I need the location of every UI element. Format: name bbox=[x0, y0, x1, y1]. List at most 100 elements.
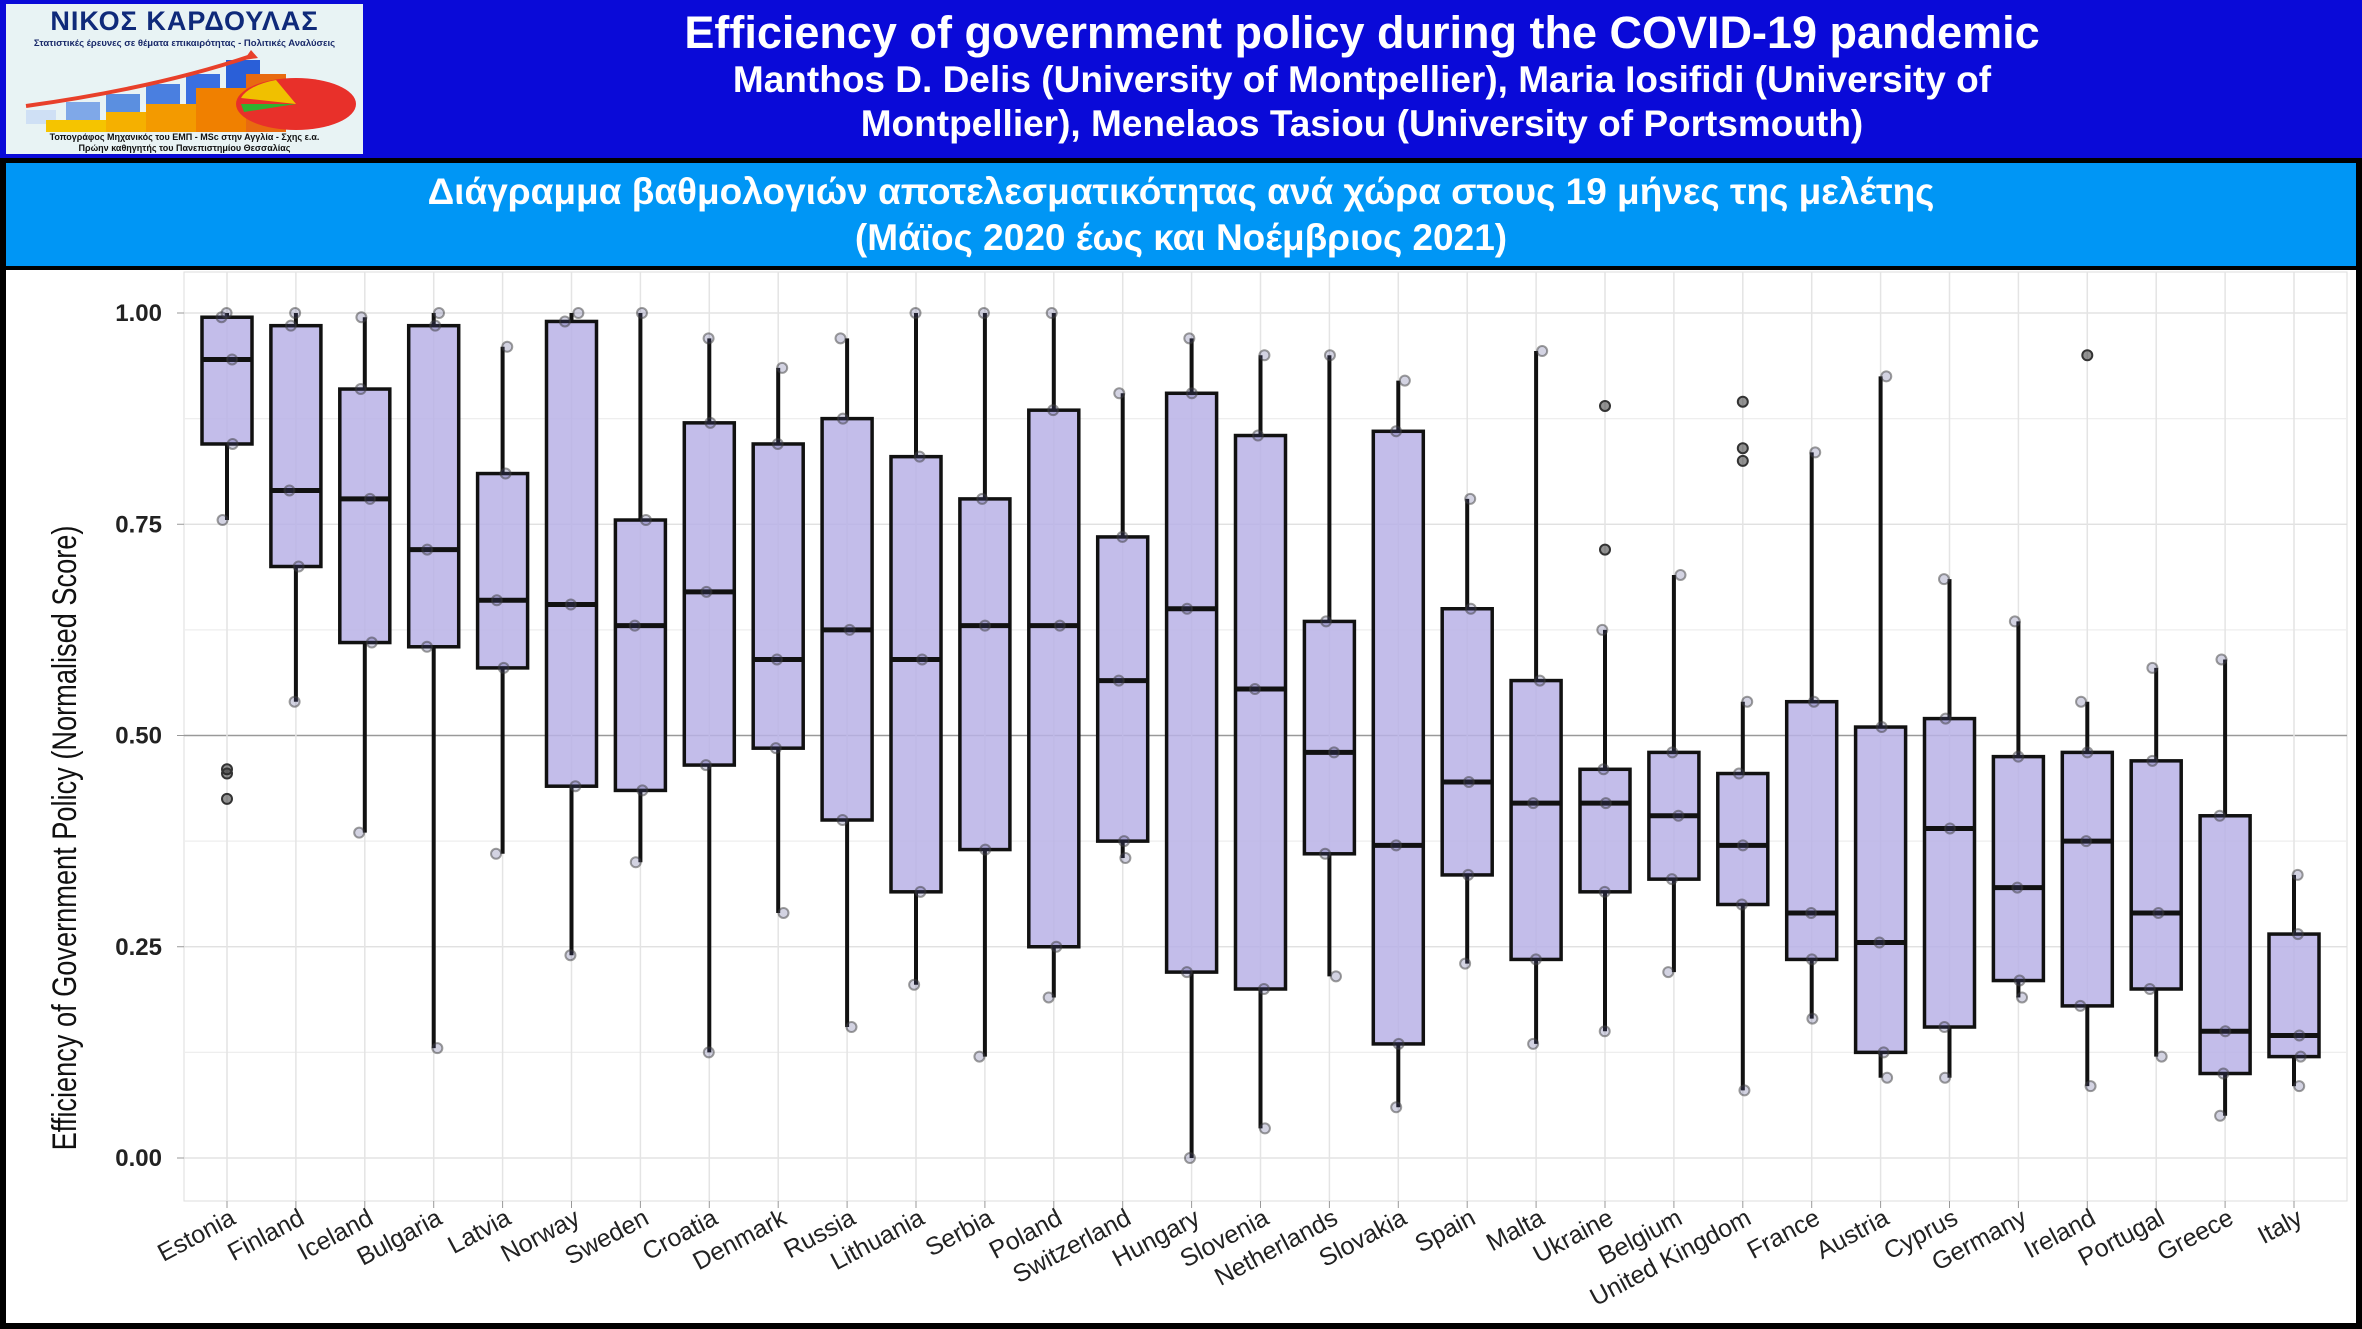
data-point bbox=[284, 485, 294, 495]
data-point bbox=[501, 469, 511, 479]
data-point bbox=[771, 743, 781, 753]
data-point bbox=[2015, 976, 2025, 986]
logo-chart-graphic bbox=[6, 48, 363, 138]
data-point bbox=[356, 312, 366, 322]
data-point bbox=[1597, 625, 1607, 635]
data-point bbox=[2147, 756, 2157, 766]
data-point bbox=[2216, 654, 2226, 664]
data-point bbox=[705, 418, 715, 428]
page-title: Efficiency of government policy during t… bbox=[370, 8, 2354, 58]
box-iqr bbox=[1304, 621, 1354, 853]
data-point bbox=[979, 308, 989, 318]
box-poland bbox=[1029, 308, 1079, 1002]
data-point bbox=[1742, 697, 1752, 707]
logo-name: ΝΙΚΟΣ ΚΑΡΔΟΥΛΑΣ bbox=[6, 6, 363, 37]
data-point bbox=[1806, 908, 1816, 918]
data-point bbox=[227, 354, 237, 364]
data-point bbox=[779, 908, 789, 918]
data-point bbox=[838, 815, 848, 825]
data-point bbox=[1807, 1014, 1817, 1024]
data-point bbox=[570, 781, 580, 791]
data-point bbox=[286, 321, 296, 331]
data-point bbox=[1879, 1047, 1889, 1057]
data-point bbox=[2012, 883, 2022, 893]
y-axis-ticks: 0.000.250.500.751.00 bbox=[115, 300, 184, 1172]
data-point bbox=[434, 308, 444, 318]
data-point bbox=[1600, 887, 1610, 897]
data-point bbox=[980, 621, 990, 631]
data-point bbox=[1667, 747, 1677, 757]
data-point bbox=[367, 638, 377, 648]
data-point bbox=[631, 857, 641, 867]
data-point bbox=[1676, 570, 1686, 580]
box-iqr bbox=[1787, 702, 1837, 960]
data-point bbox=[1599, 764, 1609, 774]
box-iqr bbox=[753, 444, 803, 748]
data-point bbox=[1939, 574, 1949, 584]
y-tick-label: 0.25 bbox=[115, 934, 162, 961]
data-point bbox=[573, 308, 583, 318]
x-tick-label: France bbox=[1743, 1204, 1825, 1265]
outlier-point bbox=[222, 769, 232, 779]
data-point bbox=[637, 308, 647, 318]
data-point bbox=[491, 849, 501, 859]
y-tick-label: 0.75 bbox=[115, 511, 162, 538]
data-point bbox=[1329, 747, 1339, 757]
data-point bbox=[1663, 967, 1673, 977]
data-point bbox=[2215, 1111, 2225, 1121]
header-banner: ΝΙΚΟΣ ΚΑΡΔΟΥΛΑΣ Στατιστικές έρευνες σε θ… bbox=[0, 0, 2362, 158]
x-tick-label: Estonia bbox=[153, 1204, 240, 1268]
data-point bbox=[2157, 1052, 2167, 1062]
y-tick-label: 0.00 bbox=[115, 1145, 162, 1172]
data-point bbox=[290, 697, 300, 707]
box-iqr bbox=[1993, 757, 2043, 981]
data-point bbox=[1737, 900, 1747, 910]
outlier-point bbox=[222, 794, 232, 804]
data-point bbox=[2218, 1069, 2228, 1079]
data-point bbox=[1114, 676, 1124, 686]
data-point bbox=[2076, 697, 2086, 707]
data-point bbox=[977, 494, 987, 504]
box-iqr bbox=[1236, 436, 1286, 989]
data-point bbox=[641, 515, 651, 525]
data-point bbox=[1881, 371, 1891, 381]
data-point bbox=[1809, 697, 1819, 707]
data-point bbox=[1394, 1039, 1404, 1049]
data-point bbox=[290, 308, 300, 318]
data-point bbox=[222, 308, 232, 318]
data-point bbox=[1259, 350, 1269, 360]
data-point bbox=[422, 545, 432, 555]
data-point bbox=[1463, 870, 1473, 880]
data-point bbox=[1531, 954, 1541, 964]
subtitle-line-2: (Μάϊος 2020 έως και Νοέμβριος 2021) bbox=[6, 215, 2356, 261]
data-point bbox=[1391, 840, 1401, 850]
data-point bbox=[1119, 836, 1129, 846]
box-iqr bbox=[340, 389, 390, 643]
data-point bbox=[915, 887, 925, 897]
data-point bbox=[1114, 388, 1124, 398]
data-point bbox=[1047, 308, 1057, 318]
data-point bbox=[1460, 959, 1470, 969]
data-point bbox=[1535, 676, 1545, 686]
authors-line-1: Manthos D. Delis (University of Montpell… bbox=[370, 58, 2354, 102]
box-iqr bbox=[2062, 752, 2112, 1006]
outlier-point bbox=[1600, 401, 1610, 411]
box-iqr bbox=[822, 419, 872, 820]
data-point bbox=[1400, 376, 1410, 386]
data-point bbox=[1331, 971, 1341, 981]
data-point bbox=[1187, 388, 1197, 398]
data-point bbox=[1940, 1073, 1950, 1083]
x-tick-label: Spain bbox=[1410, 1204, 1480, 1259]
data-point bbox=[1528, 1039, 1538, 1049]
data-point bbox=[1185, 1153, 1195, 1163]
data-point bbox=[835, 333, 845, 343]
x-tick-label: Finland bbox=[223, 1204, 309, 1267]
x-tick-label: Austria bbox=[1812, 1204, 1894, 1265]
data-point bbox=[492, 595, 502, 605]
data-point bbox=[1465, 494, 1475, 504]
logo-line-1: Τοπογράφος Μηχανικός του ΕΜΠ - MSc στην … bbox=[6, 132, 363, 143]
data-point bbox=[502, 342, 512, 352]
data-point bbox=[422, 642, 432, 652]
outlier-point bbox=[1600, 545, 1610, 555]
box-iqr bbox=[1580, 769, 1630, 892]
